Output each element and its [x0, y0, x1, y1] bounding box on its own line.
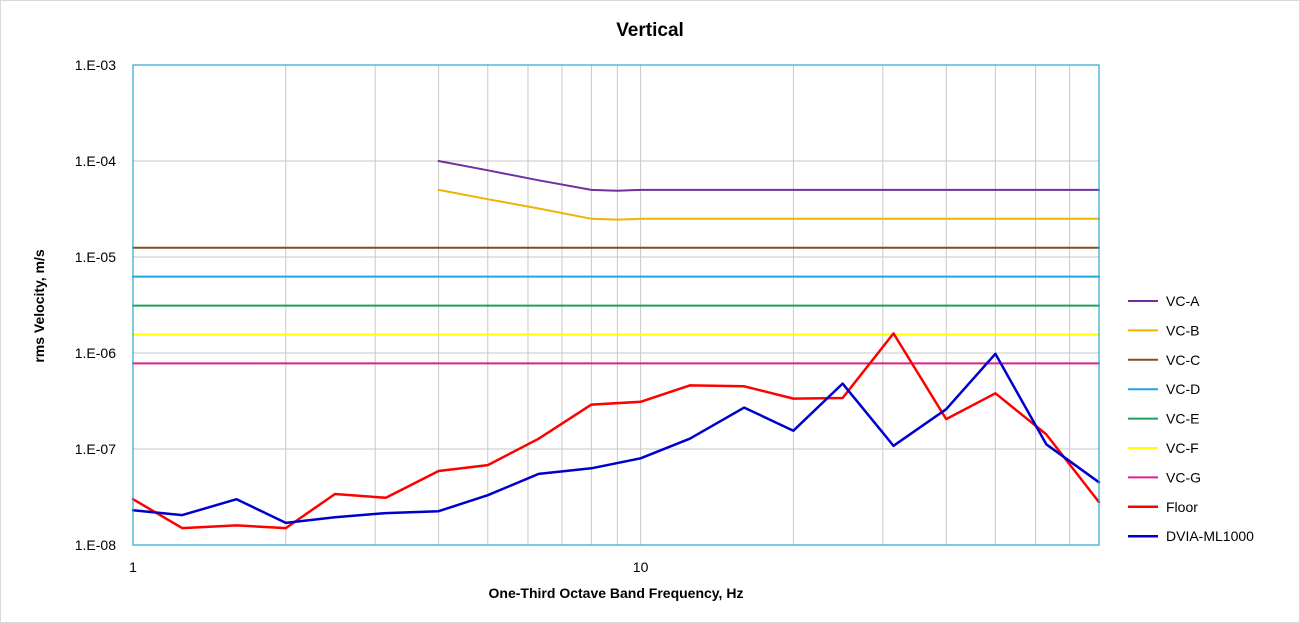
- x-tick-label: 1: [129, 559, 137, 575]
- legend-label-vc-c: VC-C: [1166, 352, 1200, 368]
- legend-label-vc-b: VC-B: [1166, 322, 1199, 338]
- legend-label-floor: Floor: [1166, 499, 1198, 515]
- legend-label-vc-g: VC-G: [1166, 469, 1201, 485]
- y-tick-label: 1.E-08: [75, 537, 116, 553]
- legend-label-vc-f: VC-F: [1166, 440, 1199, 456]
- legend-label-vc-e: VC-E: [1166, 411, 1199, 427]
- legend-label-dvia-ml1000: DVIA-ML1000: [1166, 528, 1254, 544]
- legend-label-vc-a: VC-A: [1166, 293, 1200, 309]
- chart-title: Vertical: [616, 20, 684, 41]
- x-axis-title: One-Third Octave Band Frequency, Hz: [489, 585, 744, 601]
- x-tick-label: 10: [633, 559, 649, 575]
- y-axis-ticks: 1.E-03 1.E-04 1.E-05 1.E-06 1.E-07 1.E-08: [75, 57, 116, 553]
- y-tick-label: 1.E-03: [75, 57, 116, 73]
- x-axis-ticks: 1 10: [129, 559, 648, 575]
- legend-label-vc-d: VC-D: [1166, 381, 1200, 397]
- series-line-vc-a: [437, 160, 1100, 192]
- y-axis-title: rms Velocity, m/s: [31, 249, 47, 363]
- series-line-vc-b: [437, 188, 1100, 221]
- legend: VC-A VC-B VC-C VC-D VC-E VC-F VC-G Floor DVIA-ML…: [1128, 293, 1254, 544]
- series-line-dvia-ml1000: [131, 352, 1101, 525]
- y-tick-label: 1.E-04: [75, 153, 116, 169]
- y-tick-label: 1.E-07: [75, 441, 116, 457]
- plot-area-border: [132, 64, 1100, 546]
- y-tick-label: 1.E-05: [75, 249, 116, 265]
- plot-series: [131, 160, 1101, 530]
- y-tick-label: 1.E-06: [75, 345, 116, 361]
